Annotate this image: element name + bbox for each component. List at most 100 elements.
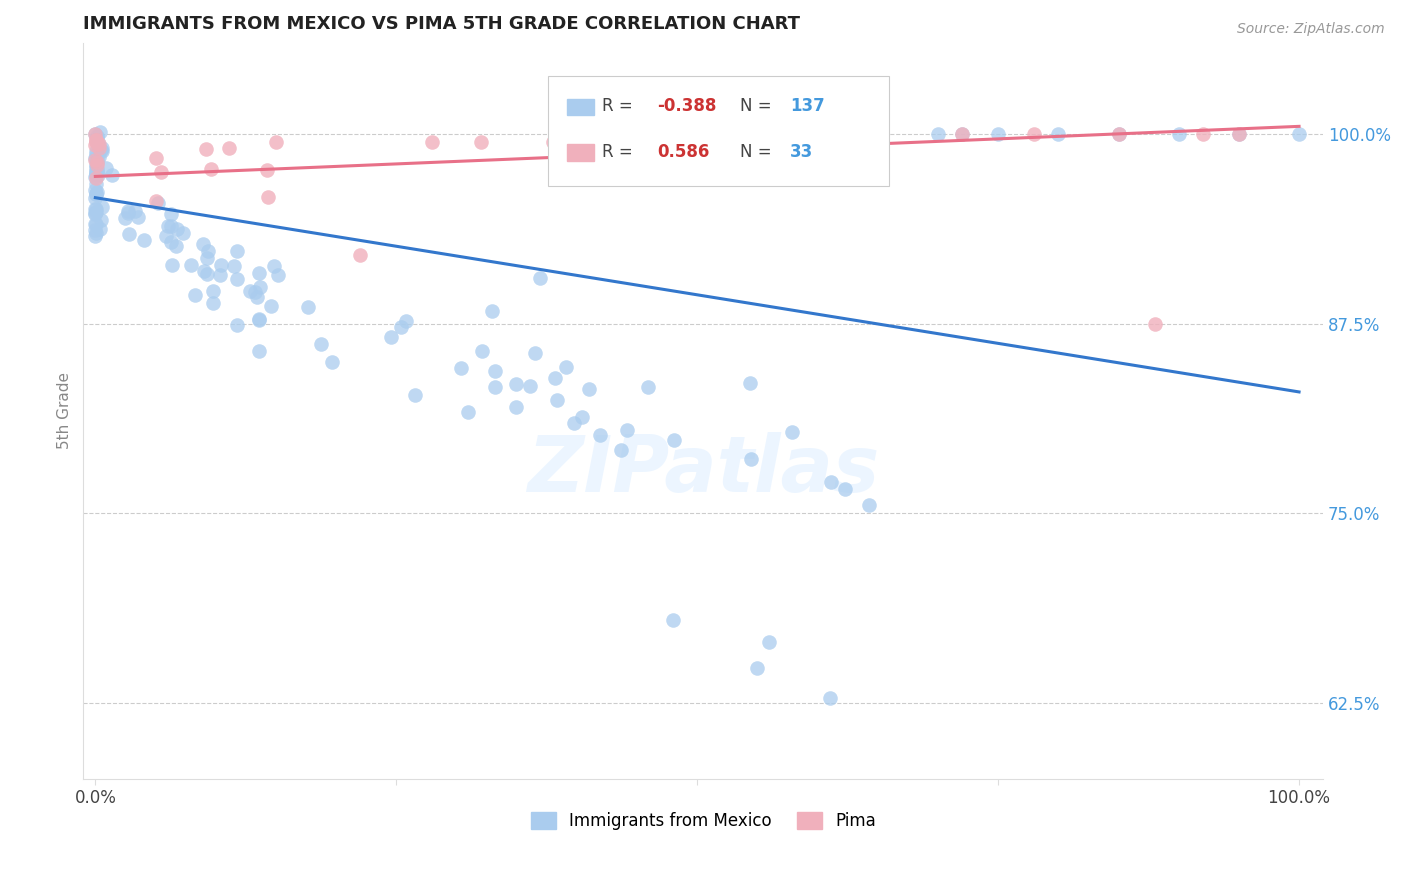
Point xyxy=(86,185,108,199)
Point xyxy=(541,135,564,149)
Point xyxy=(1047,127,1070,141)
Text: 0.586: 0.586 xyxy=(658,143,710,161)
Point xyxy=(84,227,107,241)
Point xyxy=(505,401,527,415)
Point xyxy=(117,206,139,220)
Point xyxy=(571,410,593,425)
Point xyxy=(184,287,207,301)
Point xyxy=(86,162,108,177)
Point xyxy=(101,169,124,183)
Point xyxy=(86,163,108,178)
Point xyxy=(193,237,215,252)
Point xyxy=(858,499,880,513)
Point xyxy=(740,452,762,467)
Point xyxy=(200,162,222,177)
Point xyxy=(84,177,107,191)
Point xyxy=(159,207,181,221)
Text: 137: 137 xyxy=(790,97,825,115)
Point xyxy=(481,304,503,318)
Point xyxy=(297,300,319,314)
Point xyxy=(166,222,188,236)
Point xyxy=(84,169,107,184)
Point xyxy=(165,238,187,252)
Point xyxy=(380,330,402,344)
Point xyxy=(84,144,107,158)
Point xyxy=(260,299,283,313)
Point xyxy=(1227,127,1250,141)
Point xyxy=(160,259,183,273)
Point xyxy=(84,160,107,174)
Point xyxy=(546,392,568,407)
Point xyxy=(610,443,633,458)
Point xyxy=(84,164,107,178)
Point xyxy=(806,127,828,141)
Point xyxy=(84,151,107,165)
Point xyxy=(484,379,506,393)
Point xyxy=(404,388,426,402)
Point xyxy=(927,127,949,141)
Point xyxy=(222,259,245,273)
Point xyxy=(172,227,194,241)
Point xyxy=(89,141,111,155)
Point xyxy=(257,190,280,204)
Point xyxy=(256,163,278,178)
Point xyxy=(209,258,232,272)
Point xyxy=(124,203,146,218)
Point xyxy=(197,244,219,258)
Point xyxy=(523,346,546,360)
Point xyxy=(389,320,412,334)
Point xyxy=(87,136,110,151)
Point xyxy=(267,268,290,282)
Point xyxy=(89,221,111,235)
Point xyxy=(245,285,267,299)
Point xyxy=(544,371,567,385)
Point xyxy=(564,416,586,430)
Point xyxy=(160,219,183,233)
Point xyxy=(202,295,225,310)
Point xyxy=(747,661,769,675)
Point xyxy=(84,133,107,147)
Point xyxy=(84,183,107,197)
FancyBboxPatch shape xyxy=(548,76,889,186)
Point xyxy=(193,264,215,278)
Point xyxy=(84,187,107,202)
Point xyxy=(90,212,112,227)
Point xyxy=(457,404,479,418)
Text: IMMIGRANTS FROM MEXICO VS PIMA 5TH GRADE CORRELATION CHART: IMMIGRANTS FROM MEXICO VS PIMA 5TH GRADE… xyxy=(83,15,800,33)
Point xyxy=(84,171,107,186)
Point xyxy=(86,136,108,150)
Point xyxy=(114,211,136,225)
Point xyxy=(84,228,107,243)
Point xyxy=(470,135,492,149)
FancyBboxPatch shape xyxy=(567,99,595,115)
FancyBboxPatch shape xyxy=(567,145,595,161)
Point xyxy=(806,127,828,141)
Point xyxy=(662,613,685,627)
Point xyxy=(84,164,107,178)
Point xyxy=(86,129,108,144)
Point xyxy=(91,141,114,155)
Point xyxy=(84,207,107,221)
Point xyxy=(117,204,139,219)
Point xyxy=(84,191,107,205)
Point xyxy=(987,127,1010,141)
Point xyxy=(84,153,107,167)
Point xyxy=(1108,127,1130,141)
Point xyxy=(758,635,780,649)
Point xyxy=(471,343,494,358)
Point xyxy=(950,127,973,141)
Point xyxy=(150,165,173,179)
Point xyxy=(84,158,107,172)
Point xyxy=(395,313,418,327)
Text: Source: ZipAtlas.com: Source: ZipAtlas.com xyxy=(1237,22,1385,37)
Point xyxy=(1191,127,1213,141)
Point xyxy=(249,312,271,326)
Point xyxy=(818,691,841,706)
Point xyxy=(89,125,111,139)
Point xyxy=(180,258,202,272)
Point xyxy=(127,210,149,224)
Point xyxy=(738,376,761,390)
Point xyxy=(226,271,249,285)
Point xyxy=(86,155,108,169)
Point xyxy=(194,143,217,157)
